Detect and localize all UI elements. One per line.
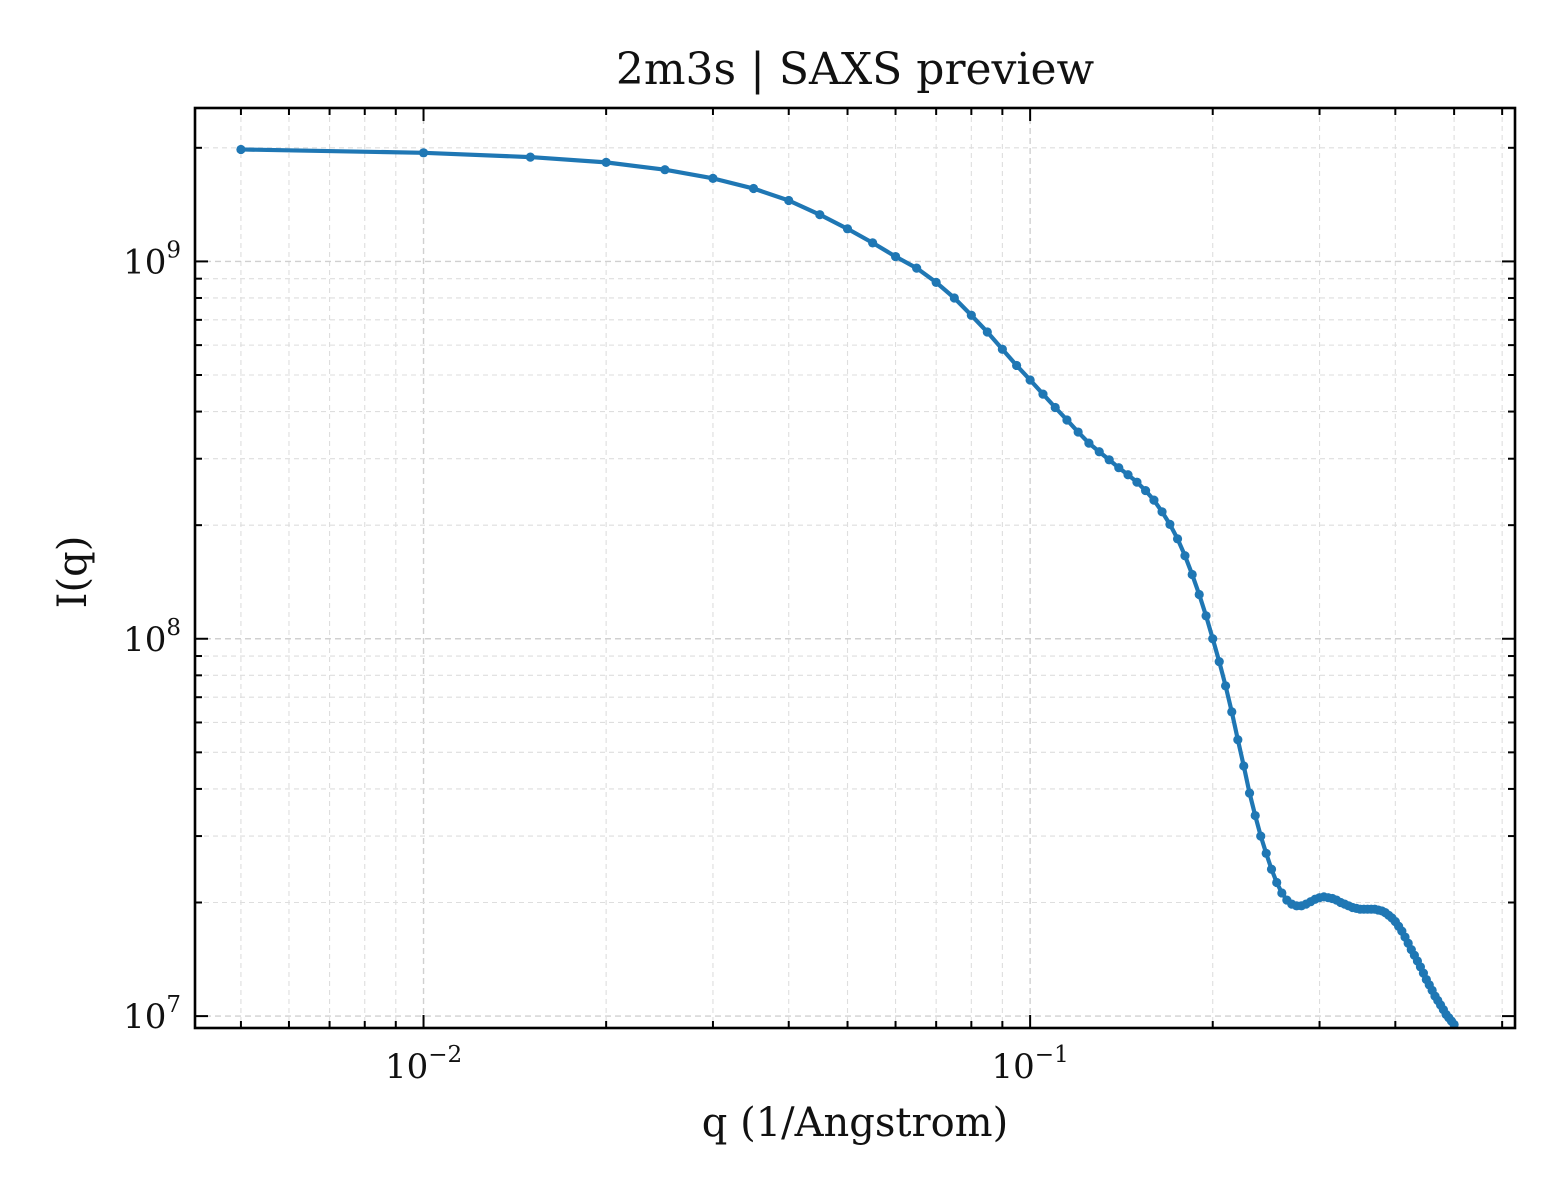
tick-layer (195, 108, 1515, 1028)
data-point (708, 173, 718, 183)
data-point (1165, 519, 1175, 529)
data-point (601, 157, 611, 167)
data-point (236, 144, 246, 155)
data-point (1244, 788, 1255, 798)
data-point (1201, 611, 1211, 621)
data-point (1062, 415, 1072, 425)
data-point (1277, 888, 1287, 898)
data-point (1114, 463, 1124, 473)
y-tick-label: 108 (123, 615, 181, 660)
data-point (1140, 485, 1151, 496)
data-point (1233, 735, 1243, 745)
data-point (1123, 470, 1133, 480)
data-point (997, 344, 1007, 354)
data-point (890, 251, 901, 262)
data-point (1084, 438, 1094, 448)
data-point (1038, 389, 1048, 399)
data-point (1239, 761, 1249, 771)
data-point (748, 183, 759, 194)
data-point (1208, 634, 1218, 644)
tick-label-layer: 10−2 10−1 107 108 109 (123, 237, 1069, 1087)
data-point (912, 263, 922, 273)
x-axis-label: q (1/Angstrom) (702, 1100, 1008, 1146)
data-point (1104, 455, 1114, 465)
data-point (1250, 810, 1260, 821)
data-point (1214, 656, 1224, 667)
y-axis-label: I(q) (50, 536, 96, 609)
x-tick-label: 10−2 (385, 1042, 462, 1087)
data-point (1261, 848, 1271, 858)
data-point (525, 152, 535, 162)
data-point (660, 165, 670, 175)
x-tick-label: 10−1 (992, 1042, 1069, 1087)
data-point (1172, 534, 1183, 544)
data-point (931, 277, 941, 287)
data-point (1220, 681, 1231, 691)
data-point (1157, 507, 1167, 517)
data-point (1025, 375, 1035, 385)
y-tick-label: 107 (123, 992, 181, 1037)
data-point (784, 195, 794, 206)
chart-title: 2m3s | SAXS preview (616, 44, 1095, 95)
data-point (1227, 707, 1237, 717)
data-point (1194, 589, 1204, 600)
data-point (1180, 551, 1190, 561)
data-point (1050, 402, 1060, 413)
grid-layer (195, 108, 1515, 1028)
data-point (868, 238, 878, 248)
data-point (1073, 427, 1083, 437)
plot-frame (193, 106, 1517, 1030)
data-point (1149, 495, 1159, 505)
data-point (815, 210, 825, 220)
y-tick-label: 109 (123, 237, 181, 282)
data-point (1266, 864, 1277, 874)
data-point (966, 310, 976, 320)
data-point (1256, 831, 1266, 841)
data-point (1272, 877, 1282, 888)
data-point (1094, 447, 1104, 457)
data-point (1187, 569, 1197, 580)
data-point (418, 148, 429, 158)
data-point (1132, 477, 1142, 487)
data-point (982, 327, 992, 337)
data-point (842, 224, 853, 234)
data-point (949, 293, 959, 303)
series-layer (236, 144, 1459, 1030)
data-point (1012, 360, 1022, 371)
